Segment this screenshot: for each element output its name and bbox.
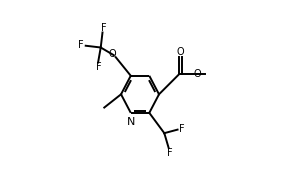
Text: F: F: [167, 148, 173, 158]
Text: F: F: [101, 23, 106, 33]
Text: O: O: [109, 49, 116, 59]
Text: F: F: [96, 62, 102, 72]
Text: O: O: [194, 69, 201, 79]
Text: F: F: [78, 40, 84, 50]
Text: O: O: [177, 47, 184, 57]
Text: F: F: [179, 124, 184, 134]
Text: N: N: [126, 117, 135, 127]
